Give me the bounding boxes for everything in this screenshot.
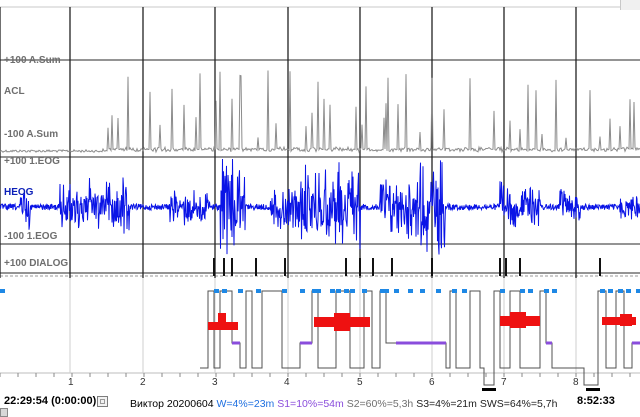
wake-epoch-mark <box>282 289 287 293</box>
asum-signal-trace <box>0 70 640 154</box>
rem-stage-block <box>218 313 226 327</box>
hour-tick-label: 7 <box>501 377 507 388</box>
hour-tick-label: 2 <box>140 377 146 388</box>
stat-sws: SWS=64%=5,7h <box>479 398 558 410</box>
scroll-box-icon[interactable] <box>97 396 108 407</box>
stage-s3-bar <box>586 388 600 391</box>
rem-stage-block <box>334 313 350 331</box>
wake-epoch-mark <box>544 289 549 293</box>
patient-record-name: Виктор 20200604 <box>130 398 214 410</box>
wake-epoch-mark <box>600 289 605 293</box>
hour-tick-label: 5 <box>357 377 363 388</box>
stage-s1-segment <box>632 341 640 345</box>
wake-epoch-mark <box>238 289 243 293</box>
wake-epoch-mark <box>256 289 261 293</box>
wake-epoch-mark <box>336 289 341 293</box>
wake-epoch-mark <box>394 289 399 293</box>
rem-stage-block <box>620 314 632 326</box>
channel-label-asum-bottom: -100 A.Sum <box>4 129 59 140</box>
hour-tick-label: 1 <box>68 377 74 388</box>
recording-end-time: 8:52:33 <box>577 395 615 407</box>
wake-epoch-mark <box>618 289 623 293</box>
channel-label-eog-bottom: -100 1.EOG <box>4 231 58 242</box>
stat-s1: S1=10%=54m <box>277 398 344 410</box>
stage-s1-segment <box>546 341 552 345</box>
wake-epoch-mark <box>300 289 305 293</box>
stage-s1-segment <box>300 341 312 345</box>
wake-epoch-mark <box>452 289 457 293</box>
hour-tick-label: 6 <box>429 377 435 388</box>
wake-epoch-mark <box>362 289 367 293</box>
wake-epoch-mark <box>552 289 557 293</box>
wake-epoch-mark <box>384 289 389 293</box>
wake-epoch-mark <box>330 289 335 293</box>
stage-s1-segment <box>232 341 240 345</box>
channel-label-asum-top: +100 A.Sum <box>4 55 61 66</box>
channel-label-eog-top: +100 1.EOG <box>4 156 60 167</box>
dialog-event-marks <box>213 258 601 276</box>
stat-s3: S3=4%=21m <box>416 398 477 410</box>
wake-epoch-mark <box>312 289 317 293</box>
wake-epoch-mark <box>462 289 467 293</box>
wake-epoch-mark <box>344 289 349 293</box>
hour-tick-label: 8 <box>573 377 579 388</box>
resize-corner[interactable] <box>0 408 8 417</box>
channel-label-acl: ACL <box>4 86 25 97</box>
channel-label-dialog: +100 DIALOG <box>4 258 69 269</box>
stage-s3-bar <box>482 388 496 391</box>
rem-stage-block <box>602 317 636 325</box>
hour-tick-label: 4 <box>284 377 290 388</box>
wake-epoch-mark <box>380 289 385 293</box>
wake-epoch-mark <box>608 289 613 293</box>
wake-epoch-mark <box>408 289 413 293</box>
hypnogram <box>0 289 640 391</box>
wake-epoch-mark <box>222 289 227 293</box>
rem-stage-block <box>510 312 526 328</box>
hour-tick-label: 3 <box>212 377 218 388</box>
heog-signal-trace <box>0 158 640 255</box>
sleep-stage-summary: Виктор 20200604 W=4%=23m S1=10%=54m S2=6… <box>130 398 557 410</box>
wake-epoch-mark <box>316 289 321 293</box>
stat-s2: S2=60%=5,3h <box>346 398 414 410</box>
channel-label-heog: HEOG <box>4 187 34 198</box>
hypnogram-stage-line <box>200 290 640 386</box>
toolbar-edge <box>620 0 640 10</box>
wake-epoch-mark <box>436 289 441 293</box>
wake-epoch-mark <box>214 289 219 293</box>
wake-epoch-mark <box>626 289 631 293</box>
wake-epoch-mark <box>500 289 505 293</box>
recording-start-time: 22:29:54 (0:00:00) <box>4 395 97 407</box>
wake-epoch-mark <box>636 289 640 293</box>
wake-epoch-mark <box>520 289 525 293</box>
wake-epoch-mark <box>420 289 425 293</box>
stage-s1-segment <box>396 341 446 345</box>
wake-epoch-mark <box>0 289 5 293</box>
stat-wake: W=4%=23m <box>216 398 275 410</box>
wake-epoch-mark <box>528 289 533 293</box>
wake-epoch-mark <box>350 289 355 293</box>
